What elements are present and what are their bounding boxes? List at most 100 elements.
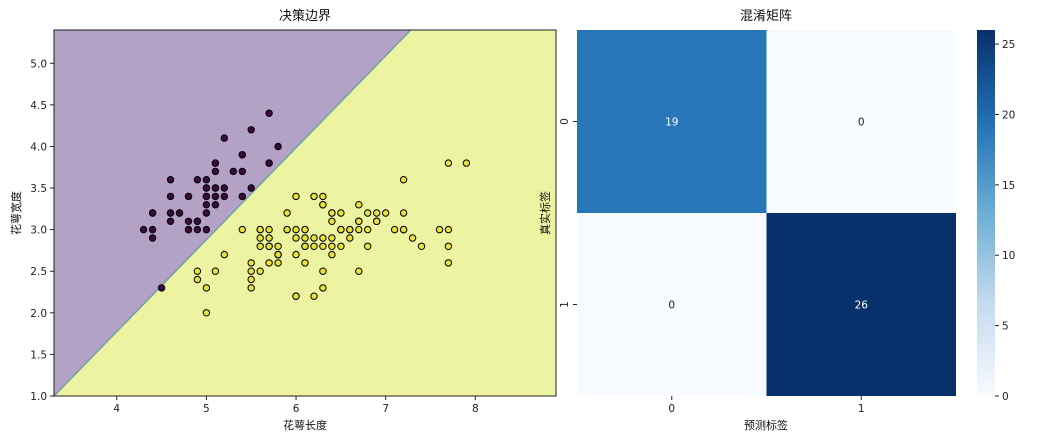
scatter-point-class-1 [247,275,255,284]
scatter-point-class-1 [364,209,372,217]
scatter-point-class-1 [390,225,399,234]
scatter-point-class-0 [157,284,166,292]
scatter-point-class-0 [247,126,255,134]
scatter-points [139,109,471,317]
scatter-point-class-1 [256,225,264,234]
heatmap-x-tick-label: 1 [858,403,865,415]
scatter-point-class-1 [292,234,300,242]
scatter-point-class-0 [265,159,273,167]
scatter-point-class-1 [364,242,372,251]
scatter-point-class-0 [184,225,193,234]
scatter-point-class-1 [283,209,291,217]
heatmap-y-tick-label: 1 [559,301,571,308]
scatter-point-class-0 [274,142,282,151]
scatter-point-class-1 [256,234,264,242]
heatmap-cell-0-0 [577,30,767,213]
scatter-point-class-1 [265,225,273,234]
heatmap-x-tick-label: 0 [668,403,675,415]
scatter-point-class-0 [202,184,211,192]
scatter-point-class-1 [373,217,381,226]
scatter-point-class-1 [238,225,247,234]
scatter-point-class-1 [274,250,282,259]
right-y-axis-label: 真实标签 [538,191,552,235]
x-tick-label: 5 [203,403,210,415]
heatmap-cell-0-1 [766,30,956,213]
scatter-point-class-0 [238,192,247,201]
colorbar-tick-label: 5 [1002,321,1009,333]
y-tick-label: 2.0 [30,308,47,320]
left-x-axis-label: 花萼长度 [283,418,327,432]
x-tick-label: 8 [472,403,479,415]
scatter-point-class-1 [346,225,354,234]
heatmap-cell-1-1 [766,213,956,396]
scatter-point-class-1 [274,242,282,251]
right-x-axis-label: 预测标签 [744,418,788,432]
scatter-point-class-1 [399,209,408,217]
scatter-point-class-1 [337,242,345,251]
scatter-point-class-0 [139,225,148,234]
scatter-point-class-1 [355,201,363,209]
heatmap-value-0-0: 19 [665,117,678,129]
scatter-point-class-1 [310,192,318,201]
scatter-point-class-1 [247,259,255,267]
scatter-point-class-0 [166,217,175,226]
scatter-point-class-1 [408,234,417,242]
scatter-point-class-0 [148,209,157,217]
scatter-point-class-0 [211,184,220,192]
scatter-point-class-0 [211,192,220,201]
scatter-point-class-1 [247,284,255,292]
left-x-ticks: 4 5 6 7 8 [113,396,479,415]
scatter-point-class-1 [301,234,309,242]
scatter-point-class-1 [319,201,327,209]
scatter-point-class-1 [319,242,327,251]
heatmap-value-1-1: 26 [855,300,869,312]
colorbar-tick-label: 10 [1002,250,1015,262]
scatter-point-class-0 [220,134,229,142]
scatter-point-class-1 [444,242,453,251]
scatter-point-class-1 [310,234,318,242]
scatter-point-class-1 [193,275,202,284]
scatter-point-class-1 [202,284,211,292]
scatter-point-class-1 [346,234,354,242]
scatter-point-class-0 [175,209,184,217]
scatter-point-class-1 [292,292,300,300]
colorbar [977,30,995,396]
scatter-point-class-1 [373,209,381,217]
scatter-point-class-1 [265,234,273,242]
y-tick-label: 5.0 [30,58,47,70]
decision-boundary-chart: 决策边界 4 5 6 7 8 1.0 1.5 2.0 2.5 3.0 3.5 4.0 4.5 5.0 花… [9,8,557,432]
x-tick-label: 7 [382,403,389,415]
left-y-axis-label: 花萼宽度 [9,191,23,235]
scatter-point-class-0 [202,192,211,201]
left-plot-frame [53,29,557,397]
scatter-point-class-1 [265,259,273,267]
right-chart-title: 混淆矩阵 [740,9,792,24]
scatter-point-class-0 [202,209,211,217]
scatter-point-class-1 [247,267,255,275]
y-tick-label: 1.5 [30,349,47,361]
decision-boundary-line [54,30,412,396]
colorbar-tick-label: 15 [1002,180,1015,192]
scatter-point-class-1 [355,225,363,234]
scatter-point-class-1 [193,267,202,275]
scatter-point-class-1 [310,242,318,251]
left-y-ticks: 1.0 1.5 2.0 2.5 3.0 3.5 4.0 4.5 5.0 [30,58,54,403]
scatter-point-class-0 [166,209,175,217]
scatter-point-class-0 [193,176,202,184]
scatter-point-class-1 [202,309,211,317]
region-class-1 [54,30,556,396]
y-tick-label: 4.5 [30,100,47,112]
scatter-point-class-1 [328,234,336,242]
scatter-point-class-1 [319,267,327,275]
scatter-point-class-1 [292,225,300,234]
scatter-point-class-0 [220,184,229,192]
scatter-point-class-1 [328,250,336,259]
scatter-point-class-0 [184,192,193,201]
scatter-point-class-0 [211,159,220,167]
x-tick-label: 4 [113,403,120,415]
colorbar-tick-label: 20 [1002,109,1015,121]
scatter-point-class-0 [202,176,211,184]
y-tick-label: 2.5 [30,266,47,278]
